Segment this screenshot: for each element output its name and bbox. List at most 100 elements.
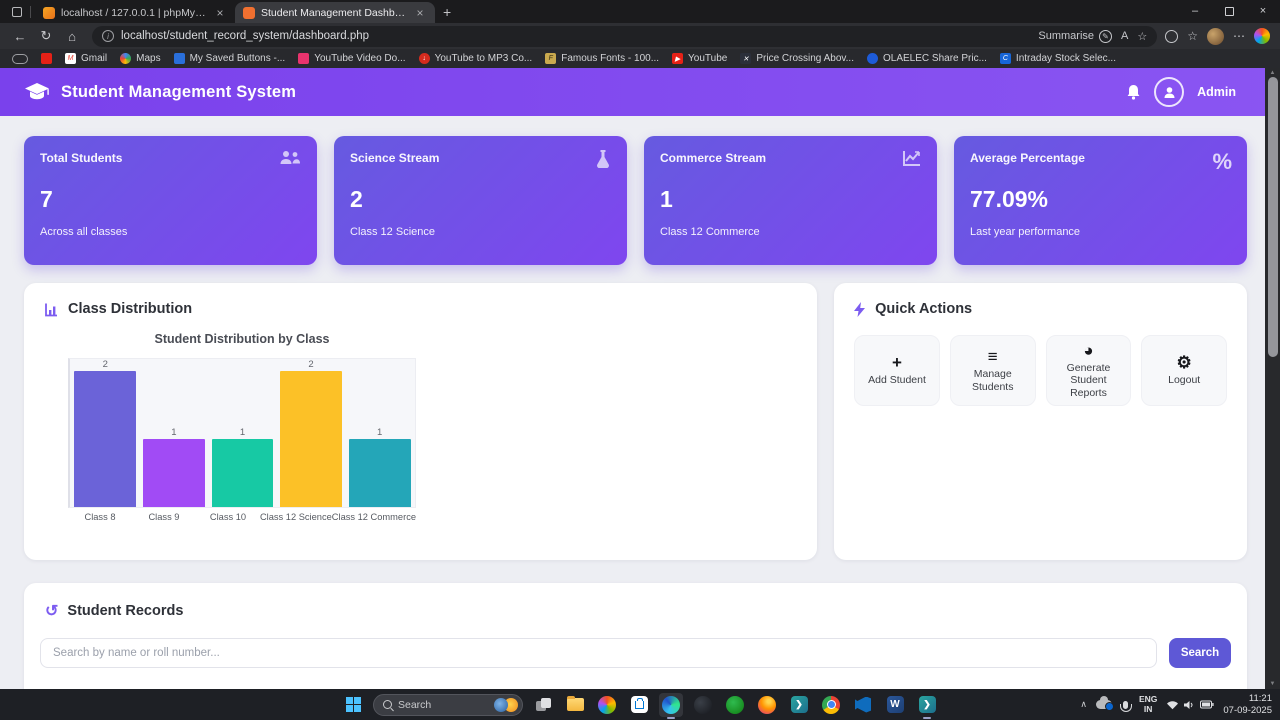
stat-subtext: Class 12 Commerce — [660, 226, 760, 238]
scroll-down-icon[interactable]: ▼ — [1269, 681, 1276, 687]
collections-icon[interactable]: ☆ — [1187, 29, 1198, 43]
address-bar[interactable]: i localhost/student_record_system/dashbo… — [92, 25, 1158, 47]
tab-dashboard[interactable]: Student Management Dashboard × — [235, 2, 435, 23]
file-explorer-button[interactable] — [563, 693, 587, 717]
bookmark-youtube-mp3[interactable]: ↓ YouTube to MP3 Co... — [418, 53, 532, 64]
bar-group: 1 — [345, 359, 414, 507]
site-info-icon[interactable]: i — [102, 30, 114, 42]
x-axis-label: Class 8 — [84, 512, 116, 522]
stats-row: Total Students 7 Across all classes Scie… — [24, 136, 1247, 265]
x-axis-label: Class 9 — [148, 512, 180, 522]
read-aloud-button[interactable]: A — [1121, 30, 1129, 42]
user-avatar[interactable] — [1154, 77, 1185, 107]
new-tab-button[interactable]: + — [443, 4, 452, 20]
chart-xlabels: Class 8 Class 9 Class 10 Class 12 Science Cl… — [68, 512, 416, 522]
bar — [280, 371, 342, 507]
taskbar-clock[interactable]: 11:21 07-09-2025 — [1223, 693, 1272, 717]
list-icon: ≡ — [987, 347, 998, 367]
close-button[interactable]: × — [1259, 5, 1267, 17]
word-icon: W — [886, 696, 904, 713]
x-axis-label: Class 12 Commerce — [331, 512, 417, 522]
stat-card-average-percentage[interactable]: Average Percentage 77.09% Last year perf… — [954, 136, 1247, 265]
settings-more-icon[interactable]: ⋯ — [1233, 29, 1245, 43]
tab-close-icon[interactable]: × — [416, 5, 424, 20]
weather-badge-icon — [504, 697, 518, 712]
tray-chevron-icon[interactable]: ∧ — [1080, 699, 1087, 709]
steam-button[interactable] — [691, 693, 715, 717]
sidebar-toggle-icon[interactable] — [12, 53, 28, 64]
microphone-icon[interactable] — [1120, 700, 1133, 712]
refresh-button[interactable]: ↻ — [40, 28, 52, 43]
language-indicator[interactable]: ENG IN — [1138, 693, 1158, 715]
page-scrollbar[interactable]: ▲ ▼ — [1265, 68, 1280, 689]
edge-icon — [662, 695, 680, 714]
site-header: Student Management System Admin — [0, 68, 1280, 116]
bookmark-price-crossing[interactable]: ✕ Price Crossing Abov... — [740, 53, 854, 64]
back-button[interactable]: ← — [13, 28, 27, 44]
stat-card-commerce-stream[interactable]: Commerce Stream 1 Class 12 Commerce — [644, 136, 937, 265]
edge-button[interactable] — [659, 692, 683, 719]
language-line1: ENG — [1138, 693, 1158, 704]
bookmark-maps[interactable]: Maps — [120, 53, 161, 64]
start-button[interactable] — [341, 693, 365, 717]
tab-actions-icon[interactable] — [6, 3, 28, 21]
browser-toolbar: ← ↻ ⌂ i localhost/student_record_system/… — [0, 23, 1280, 49]
bookmark-youtube-video[interactable]: YouTube Video Do... — [298, 53, 406, 64]
stat-card-total-students[interactable]: Total Students 7 Across all classes — [24, 136, 317, 265]
bookmark-olaelec[interactable]: OLAELEC Share Pric... — [866, 53, 987, 64]
folder-icon — [566, 695, 584, 711]
taskbar-search[interactable]: Search — [373, 693, 523, 716]
notification-bell-icon[interactable] — [1126, 84, 1141, 100]
vscode-button[interactable] — [851, 693, 875, 717]
stat-value: 2 — [350, 186, 363, 212]
copilot-icon[interactable] — [1254, 28, 1270, 44]
chrome-button[interactable] — [819, 693, 843, 717]
bar — [74, 371, 137, 507]
bookmark-youtube[interactable]: ▶ YouTube — [672, 53, 727, 64]
stat-card-science-stream[interactable]: Science Stream 2 Class 12 Science — [334, 136, 627, 265]
student-distribution-chart: Student Distribution by Class 2 1 1 2 1 Clas… — [68, 332, 416, 522]
generate-reports-button[interactable]: ◕ Generate Student Reports — [1045, 335, 1132, 406]
bookmark-gmail[interactable]: M Gmail — [65, 53, 107, 64]
logout-button[interactable]: ⚙ Logout — [1141, 335, 1228, 406]
onedrive-icon[interactable] — [1095, 696, 1114, 711]
task-view-button[interactable] — [531, 693, 555, 717]
microsoft-store-button[interactable] — [627, 693, 651, 717]
tab-phpmyadmin[interactable]: localhost / 127.0.0.1 | phpMyAdm × — [35, 2, 235, 23]
manage-students-button[interactable]: ≡ Manage Students — [949, 335, 1036, 406]
tab-close-icon[interactable]: × — [216, 5, 224, 20]
tile-label: Manage Students — [972, 368, 1014, 393]
url-text[interactable]: localhost/student_record_system/dashboar… — [121, 30, 370, 42]
add-student-button[interactable]: + Add Student — [854, 335, 940, 406]
bookmark-youtube-icononly[interactable] — [41, 53, 52, 64]
bookmark-intraday[interactable]: C Intraday Stock Selec... — [999, 53, 1116, 64]
scroll-up-icon[interactable]: ▲ — [1269, 70, 1276, 76]
divider — [30, 6, 31, 18]
search-input[interactable] — [40, 638, 1157, 668]
user-name[interactable]: Admin — [1197, 85, 1236, 99]
battery-icon — [1200, 700, 1214, 709]
gmail-icon: M — [65, 53, 76, 64]
favorite-star-icon[interactable]: ☆ — [1137, 30, 1148, 43]
terminal-button[interactable]: ❯ — [915, 693, 939, 719]
stat-value: 7 — [40, 186, 53, 212]
home-button[interactable]: ⌂ — [68, 28, 76, 44]
powershell-button[interactable]: ❯ — [787, 693, 811, 717]
xbox-button[interactable] — [723, 693, 747, 717]
summarise-label: Summarise — [1038, 30, 1095, 42]
profile-avatar[interactable] — [1207, 27, 1224, 45]
restore-button[interactable] — [1212, 0, 1246, 22]
extension-icon[interactable] — [1165, 29, 1179, 43]
search-button[interactable]: Search — [1169, 638, 1231, 668]
copilot-button[interactable] — [595, 693, 619, 717]
scrollbar-thumb[interactable] — [1267, 77, 1278, 357]
bookmark-saved-buttons[interactable]: My Saved Buttons -... — [173, 53, 285, 64]
bookmark-famous-fonts[interactable]: F Famous Fonts - 100... — [545, 53, 659, 64]
tray-system-icons[interactable] — [1166, 700, 1214, 710]
word-button[interactable]: W — [883, 693, 907, 717]
firefox-button[interactable] — [755, 693, 779, 717]
panel-title: Class Distribution — [68, 301, 193, 317]
minimize-button[interactable]: – — [1191, 5, 1199, 17]
bar — [211, 439, 274, 507]
summarise-button[interactable]: Summarise ✎ — [1038, 29, 1113, 43]
